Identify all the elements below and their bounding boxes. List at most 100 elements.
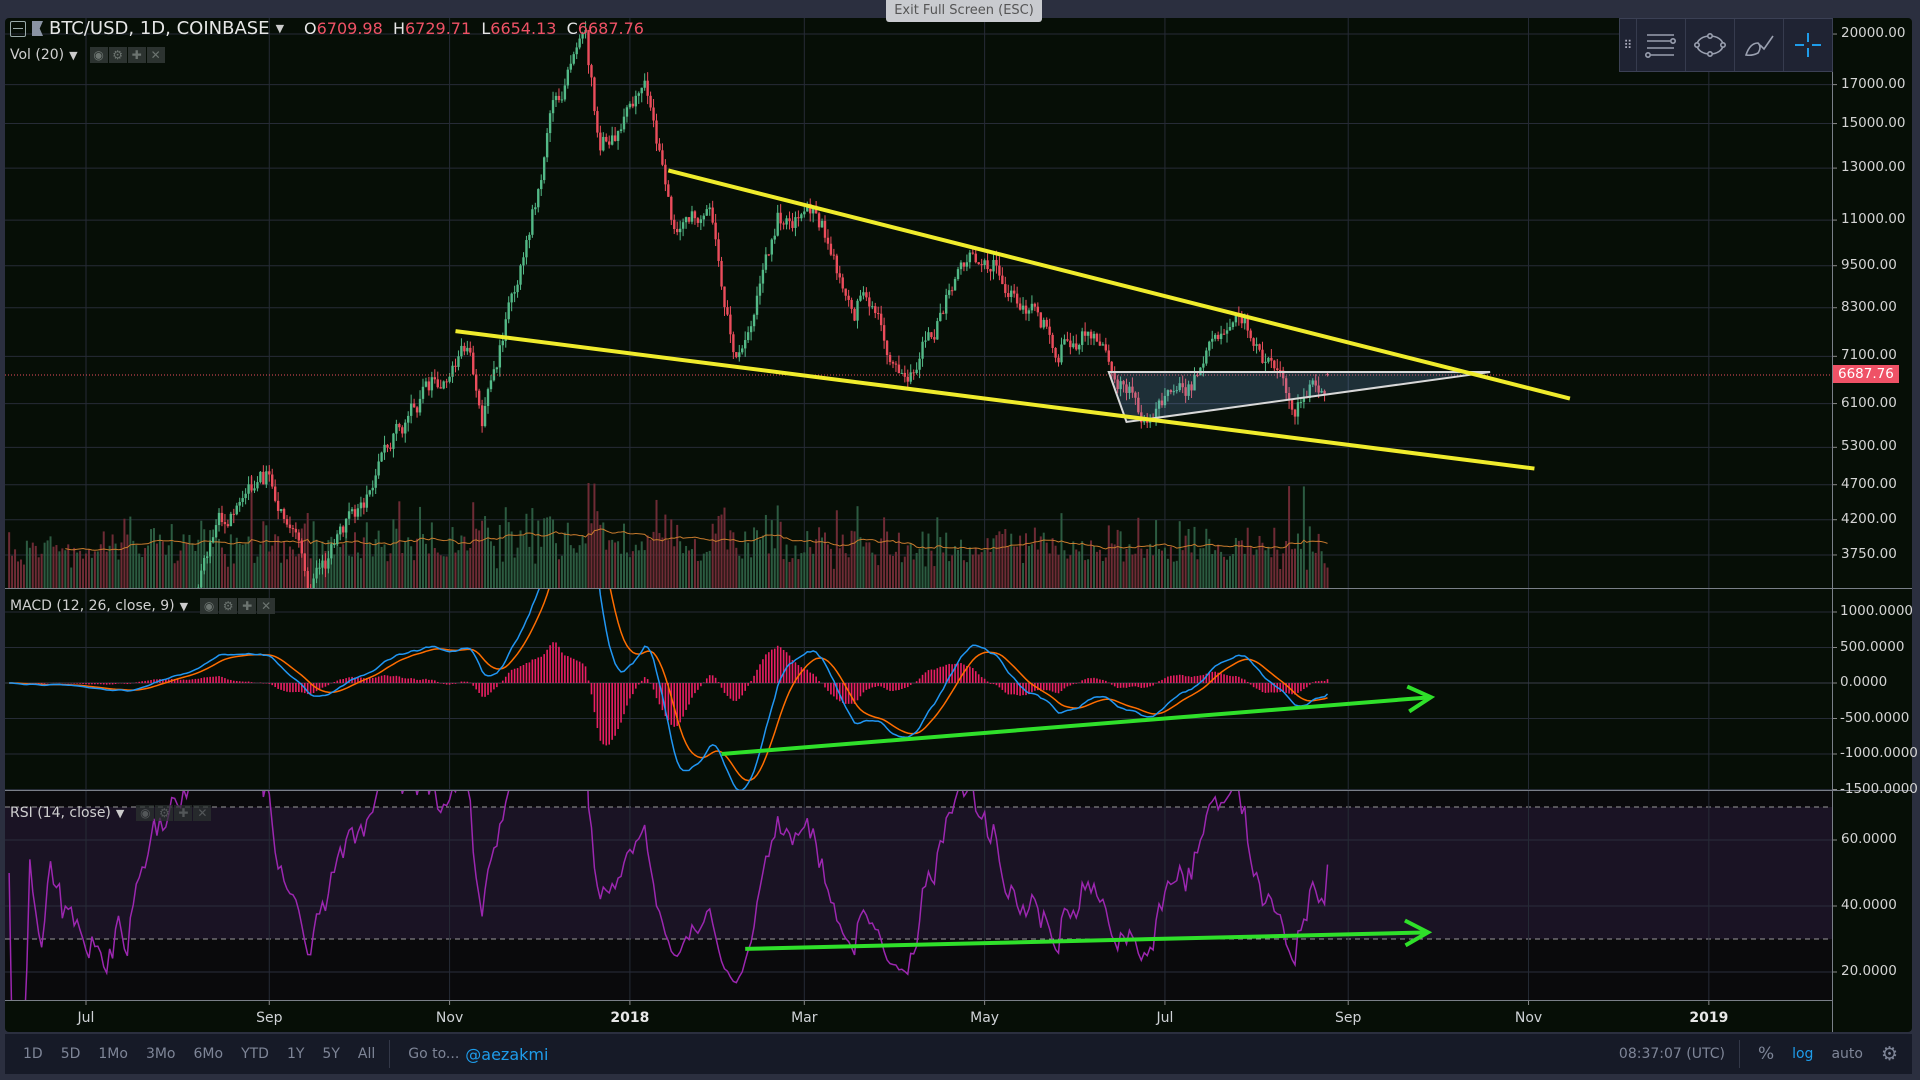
candle-body: [312, 578, 315, 588]
volume-bar: [11, 555, 14, 588]
eye-icon[interactable]: ◉: [89, 47, 108, 63]
candle-body: [205, 556, 209, 558]
goto-button[interactable]: Go to...: [408, 1046, 460, 1062]
range-button-1mo[interactable]: 1Mo: [98, 1046, 128, 1062]
chevron-down-icon[interactable]: ▼: [179, 599, 189, 613]
candle: [1021, 297, 1025, 314]
close-icon[interactable]: ✕: [146, 47, 165, 63]
volume-bar: [1258, 535, 1261, 588]
symbol-title[interactable]: BTC/USD, 1D, COINBASE: [49, 18, 270, 39]
rsi-label[interactable]: RSI (14, close): [10, 805, 111, 821]
exit-fullscreen-button[interactable]: Exit Full Screen (ESC): [886, 0, 1042, 22]
range-button-1d[interactable]: 1D: [23, 1046, 43, 1062]
volume-bar: [1155, 520, 1158, 588]
price-tick-label: 15000.00: [1841, 114, 1906, 131]
volume-bar: [1273, 527, 1276, 588]
drag-handle-icon[interactable]: ⠿: [1623, 38, 1633, 52]
eye-icon[interactable]: ◉: [200, 598, 219, 614]
volume-bar: [1140, 548, 1143, 588]
candle-body: [383, 444, 386, 453]
auto-toggle[interactable]: auto: [1831, 1046, 1863, 1062]
range-button-5d[interactable]: 5D: [60, 1046, 81, 1062]
plus-icon[interactable]: ✚: [238, 598, 257, 614]
candle: [986, 253, 989, 273]
candle-body: [942, 312, 945, 314]
volume-label[interactable]: Vol (20): [10, 47, 65, 63]
plus-icon[interactable]: ✚: [127, 47, 146, 63]
candle-body: [1125, 384, 1128, 393]
eye-icon[interactable]: ◉: [136, 805, 155, 821]
brush-tool-button[interactable]: [1733, 19, 1783, 71]
candle-body: [1101, 344, 1105, 346]
volume-bar: [1158, 549, 1161, 588]
chevron-down-icon[interactable]: ▼: [69, 48, 78, 62]
range-button-5y[interactable]: 5Y: [322, 1046, 340, 1062]
range-button-ytd[interactable]: YTD: [241, 1046, 269, 1062]
close-icon[interactable]: ✕: [257, 598, 276, 614]
gear-icon[interactable]: ⚙: [108, 47, 127, 63]
candle: [377, 453, 380, 479]
open-label: O: [304, 19, 317, 38]
candle-body: [1314, 380, 1317, 386]
percent-toggle[interactable]: %: [1757, 1044, 1775, 1064]
volume-bar: [155, 543, 158, 588]
macd-label[interactable]: MACD (12, 26, close, 9): [10, 598, 175, 614]
candle-body: [841, 277, 844, 289]
volume-bar: [1092, 545, 1095, 588]
candle: [1010, 285, 1013, 303]
close-icon[interactable]: ✕: [193, 805, 212, 821]
volume-bar: [741, 558, 744, 588]
candle: [797, 210, 800, 227]
chevron-down-icon[interactable]: ▼: [275, 22, 285, 35]
volume-bar: [794, 545, 797, 588]
volume-bar: [806, 531, 809, 588]
volume-bar: [250, 476, 253, 588]
shapes-tool-button[interactable]: [1684, 19, 1734, 71]
volume-bar: [117, 559, 120, 588]
chevron-down-icon[interactable]: ▼: [115, 806, 125, 820]
gear-icon[interactable]: ⚙: [155, 805, 174, 821]
candle: [933, 329, 936, 343]
volume-bar: [318, 563, 321, 588]
candle-body: [531, 209, 534, 235]
candle-body: [986, 260, 989, 270]
volume-bar: [977, 554, 980, 588]
candle: [1308, 380, 1311, 403]
candle-body: [782, 223, 785, 225]
collapse-icon[interactable]: [10, 20, 26, 37]
candle-body: [203, 557, 206, 571]
range-button-all[interactable]: All: [357, 1046, 376, 1062]
candle: [525, 235, 528, 265]
candle: [223, 514, 227, 534]
user-link[interactable]: @aezakmi: [465, 1044, 549, 1064]
candle: [371, 480, 374, 497]
candle: [415, 405, 419, 418]
flag-icon[interactable]: [32, 21, 43, 36]
drawings[interactable]: [455, 168, 1571, 471]
gear-icon[interactable]: ⚙: [219, 598, 238, 614]
range-button-6mo[interactable]: 6Mo: [193, 1046, 224, 1062]
volume-bar: [838, 548, 841, 588]
crosshair-tool-button[interactable]: [1782, 19, 1832, 71]
volume-bar: [1001, 534, 1004, 588]
clock[interactable]: 08:37:07 (UTC): [1618, 1046, 1725, 1062]
candle: [395, 419, 398, 441]
volume-bar: [212, 546, 215, 588]
candle-body: [1007, 293, 1010, 297]
pane-separators[interactable]: [5, 18, 1912, 1032]
candle-body: [1267, 357, 1270, 362]
range-button-1y[interactable]: 1Y: [286, 1046, 305, 1062]
volume-bar: [1048, 553, 1051, 588]
triangle-pattern: [1107, 371, 1491, 424]
candle-body: [856, 300, 859, 321]
plus-icon[interactable]: ✚: [174, 805, 193, 821]
log-toggle[interactable]: log: [1792, 1046, 1814, 1062]
candle: [531, 204, 534, 238]
candle: [401, 425, 404, 438]
range-button-3mo[interactable]: 3Mo: [145, 1046, 176, 1062]
gear-icon[interactable]: ⚙: [1880, 1043, 1898, 1065]
volume-bar: [664, 514, 667, 588]
lines-tool-button[interactable]: [1635, 19, 1685, 71]
candle-body: [291, 528, 295, 530]
